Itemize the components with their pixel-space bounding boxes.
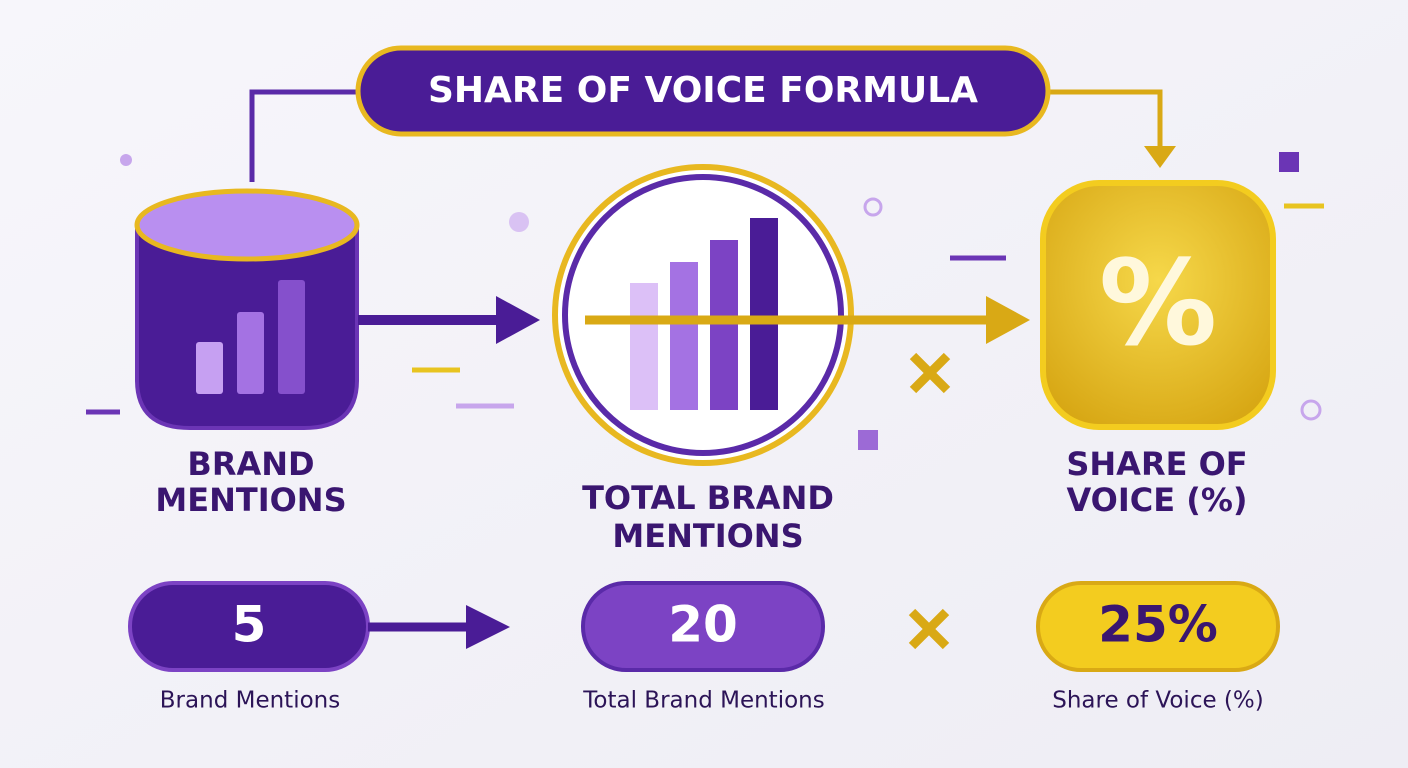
step-value: 20 <box>668 596 738 654</box>
arrow-head <box>496 296 540 344</box>
value-pill <box>1036 581 1280 672</box>
step-caption: Total Brand Mentions <box>582 688 824 714</box>
step-label: TOTAL BRAND <box>582 479 834 517</box>
decor <box>863 197 883 217</box>
step-label: MENTIONS <box>612 517 803 555</box>
decor <box>509 212 529 232</box>
bar-icon <box>750 218 778 410</box>
step-label: VOICE (%) <box>1066 481 1247 519</box>
decor <box>120 154 132 166</box>
step-caption: Share of Voice (%) <box>1052 688 1263 714</box>
bar-icon <box>237 312 264 394</box>
step-caption: Brand Mentions <box>160 688 340 714</box>
title-pill <box>355 45 1051 137</box>
bar-icon <box>196 342 223 394</box>
step-label: BRAND <box>187 445 314 483</box>
arrow-head <box>1144 146 1176 168</box>
circle <box>562 174 844 456</box>
title: SHARE OF VOICE FORMULA <box>428 70 978 111</box>
bar-icon <box>630 283 658 410</box>
multiply-sign <box>908 608 950 650</box>
connector <box>249 89 360 182</box>
decor <box>1279 152 1299 172</box>
percent-icon: % <box>1099 234 1217 372</box>
cylinder-top <box>134 188 360 262</box>
step-value: 25% <box>1098 596 1218 654</box>
value-pill <box>581 581 825 672</box>
bar-icon <box>278 280 305 394</box>
step-value: 5 <box>232 596 267 654</box>
percent-tile <box>1040 180 1276 430</box>
bar-icon <box>670 262 698 410</box>
multiply-sign <box>909 352 951 394</box>
step-label: MENTIONS <box>155 481 346 519</box>
step-label: SHARE OF <box>1066 445 1247 483</box>
connector <box>1046 89 1163 150</box>
arrow-head <box>466 605 510 649</box>
decor <box>1300 399 1322 421</box>
circle <box>552 164 854 466</box>
arrow-head <box>986 296 1030 344</box>
bar-icon <box>710 240 738 410</box>
decor <box>858 430 878 450</box>
